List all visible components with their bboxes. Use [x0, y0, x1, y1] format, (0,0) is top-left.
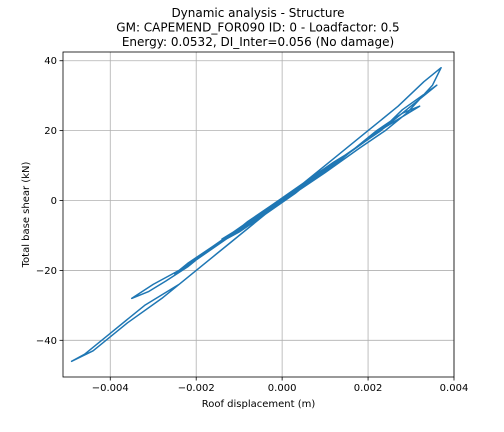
x-axis: −0.004 −0.002 0.000 0.002 0.004 [92, 377, 469, 394]
series-area [70, 66, 442, 363]
x-tick-label: 0.004 [440, 383, 469, 394]
title-line-2: GM: CAPEMEND_FOR090 ID: 0 - Loadfactor: … [116, 21, 399, 35]
plot-frame [62, 51, 455, 378]
y-tick-label: −20 [36, 266, 57, 277]
y-axis: −40 −20 0 20 40 [36, 56, 63, 347]
y-tick-label: 40 [44, 56, 57, 67]
y-tick-label: −40 [36, 336, 57, 347]
y-tick-label: 0 [51, 196, 57, 207]
y-tick-label: 20 [44, 126, 57, 137]
x-tick-label: 0.000 [268, 383, 297, 394]
title-line-1: Dynamic analysis - Structure [171, 6, 344, 20]
series-line-hysteresis [70, 66, 442, 363]
x-tick-label: 0.002 [354, 383, 383, 394]
x-tick-label: −0.004 [92, 383, 129, 394]
x-tick-label: −0.002 [178, 383, 215, 394]
x-axis-label: Roof displacement (m) [202, 399, 316, 410]
title-line-3: Energy: 0.0532, DI_Inter=0.056 (No damag… [122, 35, 394, 49]
y-axis-label: Total base shear (kN) [21, 162, 32, 269]
